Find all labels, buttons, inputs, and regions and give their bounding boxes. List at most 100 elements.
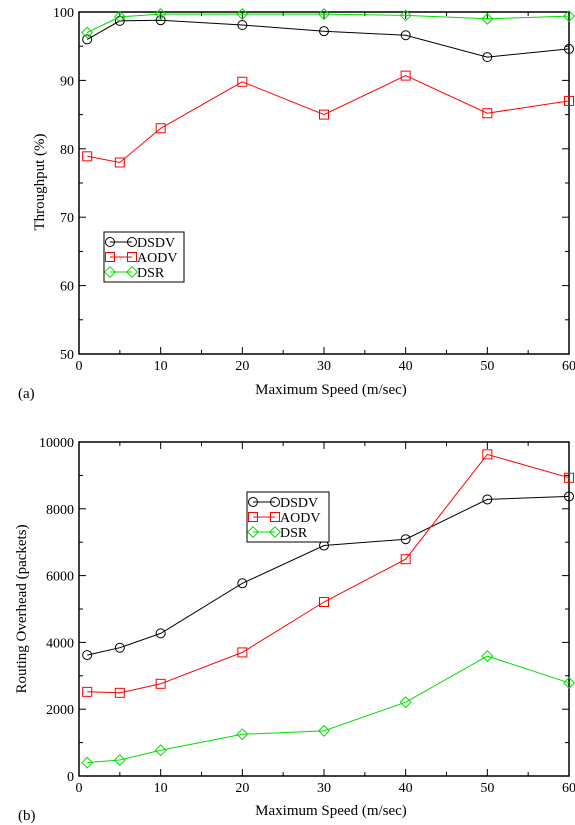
x-tick-label: 50 — [480, 359, 494, 374]
data-point-aodv — [114, 687, 125, 698]
legend-marker-dsr — [125, 265, 139, 279]
data-point-aodv — [155, 678, 166, 689]
data-point-dsr — [113, 753, 126, 766]
data-point-aodv — [114, 157, 125, 168]
data-point-dsdv — [482, 494, 493, 505]
legend-marker-dsr — [103, 265, 117, 279]
y-tick-label: 4000 — [46, 636, 74, 651]
data-point-dsr — [154, 8, 167, 21]
y-tick-label: 2000 — [46, 703, 74, 718]
data-point-dsr — [481, 12, 494, 25]
data-point-dsdv — [482, 52, 493, 63]
data-point-aodv — [400, 554, 411, 565]
x-tick-label: 10 — [154, 359, 168, 374]
series-line-dsr — [87, 655, 570, 764]
y-tick-label: 70 — [60, 211, 74, 226]
data-point-dsdv — [82, 34, 93, 45]
data-point-dsdv — [237, 578, 248, 589]
data-point-aodv — [319, 596, 329, 607]
y-tick-label: 8000 — [46, 503, 74, 518]
y-tick-label: 10000 — [39, 436, 74, 451]
x-axis-label: Maximum Speed (m/sec) — [255, 382, 407, 398]
data-point-dsr — [81, 26, 94, 39]
panel-label: (a) — [18, 386, 35, 402]
data-point-aodv — [319, 109, 329, 120]
data-point-dsr — [399, 696, 412, 709]
data-point-dsdv — [564, 43, 574, 54]
data-point-dsdv — [400, 30, 411, 41]
x-tick-label: 30 — [317, 781, 331, 796]
data-point-dsr — [317, 724, 331, 737]
data-point-dsdv — [155, 628, 166, 639]
x-tick-label: 60 — [562, 359, 575, 374]
x-tick-label: 20 — [235, 781, 249, 796]
series-line-dsdv — [87, 495, 570, 656]
data-point-dsdv — [564, 491, 574, 502]
legend-label-aodv: AODV — [280, 511, 320, 526]
data-point-dsr — [81, 756, 94, 769]
data-point-aodv — [155, 123, 166, 134]
data-point-dsdv — [400, 534, 411, 545]
y-tick-label: 80 — [60, 143, 74, 158]
data-point-dsdv — [319, 26, 329, 37]
legend-label-dsdv: DSDV — [280, 496, 318, 511]
legend-marker-dsdv — [248, 497, 258, 507]
data-point-dsdv — [237, 19, 248, 30]
data-point-dsr — [317, 8, 331, 21]
x-axis-label: Maximum Speed (m/sec) — [255, 803, 407, 819]
legend-label-dsr: DSR — [137, 266, 165, 281]
x-tick-label: 10 — [154, 781, 168, 796]
plot-frame — [78, 11, 570, 355]
data-point-dsdv — [82, 650, 93, 661]
legend-marker-dsdv — [270, 497, 280, 507]
y-tick-label: 100 — [53, 6, 74, 21]
series-line-dsr — [86, 13, 570, 33]
x-tick-label: 30 — [317, 359, 331, 374]
data-point-dsr — [399, 9, 412, 22]
y-tick-label: 50 — [60, 348, 74, 363]
legend-marker-aodv — [127, 252, 137, 262]
data-point-dsdv — [155, 15, 166, 26]
data-point-aodv — [82, 151, 93, 162]
data-point-aodv — [482, 449, 493, 460]
legend-marker-aodv — [270, 512, 280, 522]
data-point-aodv — [237, 76, 248, 87]
legend-marker-dsr — [246, 525, 260, 539]
y-tick-label: 6000 — [46, 570, 74, 585]
legend-marker-aodv — [105, 252, 115, 262]
data-point-aodv — [564, 472, 574, 483]
data-point-dsr — [113, 10, 126, 23]
chart-panel-routing-overhead: (b) Maximum Speed (m/sec) Routing Overhe… — [14, 436, 575, 824]
y-axis-label: Routing Overhead (packets) — [14, 524, 30, 693]
panel-label: (b) — [18, 808, 36, 824]
data-point-dsr — [562, 676, 575, 689]
x-tick-label: 40 — [399, 781, 413, 796]
x-tick-label: 40 — [399, 359, 413, 374]
data-point-dsr — [236, 728, 249, 741]
data-point-aodv — [82, 686, 93, 697]
y-tick-label: 0 — [67, 770, 74, 785]
data-point-aodv — [400, 70, 411, 81]
x-tick-label: 20 — [235, 359, 249, 374]
series-line-aodv — [87, 75, 570, 164]
legend-marker-aodv — [248, 512, 258, 522]
series-line-dsdv — [86, 19, 570, 58]
data-point-aodv — [564, 95, 574, 106]
y-tick-label: 60 — [60, 280, 74, 295]
series-line-aodv — [87, 453, 570, 694]
x-tick-label: 0 — [76, 781, 83, 796]
data-point-aodv — [482, 108, 493, 119]
x-tick-label: 50 — [480, 781, 494, 796]
data-point-dsr — [236, 8, 249, 21]
y-axis-label: Throughput (%) — [32, 133, 48, 230]
data-point-dsr — [562, 10, 575, 23]
chart-panel-throughput: (a) Maximum Speed (m/sec) Throughput (%)… — [18, 6, 575, 402]
legend-marker-dsdv — [105, 237, 115, 247]
legend-label-dsr: DSR — [280, 526, 308, 541]
legend-label-dsdv: DSDV — [137, 236, 175, 251]
data-point-dsr — [481, 650, 494, 663]
data-point-aodv — [237, 647, 248, 658]
data-point-dsdv — [114, 642, 125, 653]
legend-marker-dsdv — [127, 237, 137, 247]
